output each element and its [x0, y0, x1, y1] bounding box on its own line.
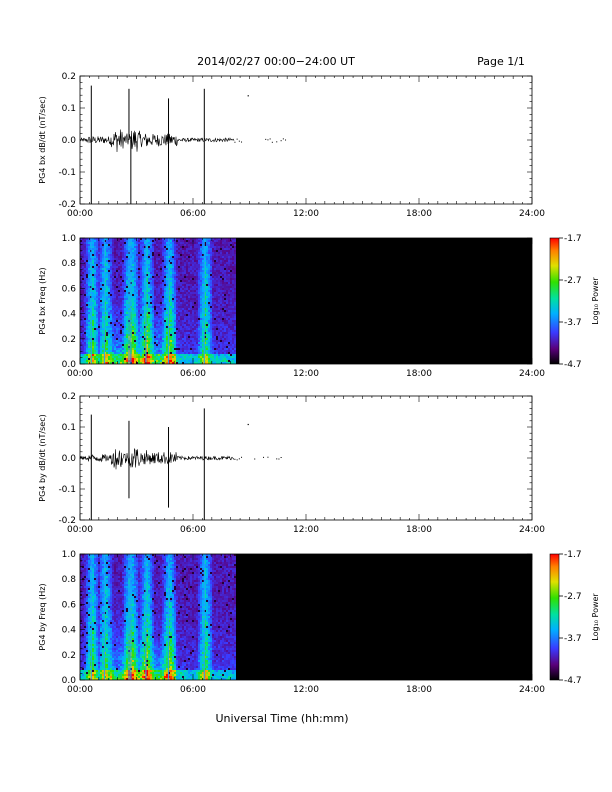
y-tick-label: 0.0 [62, 454, 77, 464]
y-tick-label: 0.1 [62, 104, 76, 114]
waveform-dot [241, 141, 243, 143]
x-tick-label: 18:00 [406, 209, 432, 219]
y-tick-label: 1.0 [62, 550, 77, 560]
y-tick-label: 0.0 [62, 676, 77, 686]
x-tick-label: 24:00 [519, 369, 545, 379]
waveform-dot [265, 138, 267, 140]
y-tick-label: -0.1 [58, 168, 76, 178]
waveform-dot [254, 458, 256, 460]
x-tick-label: 06:00 [180, 685, 206, 695]
waveform-dot [236, 138, 238, 140]
y-axis-title: PG4 bx Freq (Hz) [38, 267, 47, 334]
waveform-dot [276, 141, 278, 143]
colorbar [549, 553, 560, 681]
waveform-dot [236, 459, 238, 461]
x-tick-label: 00:00 [67, 685, 93, 695]
x-tick-label: 00:00 [67, 369, 93, 379]
y-tick-label: 0.8 [62, 575, 77, 585]
spike-9 [247, 95, 249, 97]
x-tick-label: 00:00 [67, 209, 93, 219]
x-axis-title: Universal Time (hh:mm) [216, 712, 349, 725]
waveform-dot [234, 141, 236, 143]
colorbar [549, 237, 560, 365]
waveform-dot [269, 138, 271, 140]
panels: 00:00 06:00 12:00 18:00 24:00 -0.2 -0.1 0.0 0.1 0… [38, 72, 600, 695]
x-tick-label: 24:00 [519, 209, 545, 219]
waveform-dot [263, 456, 265, 458]
waveform-dot [280, 140, 282, 142]
y-tick-label: 0.0 [62, 360, 77, 370]
x-tick-label: 18:00 [406, 685, 432, 695]
y-tick-label: 1.0 [62, 234, 77, 244]
y-tick-label: 0.2 [62, 392, 76, 402]
x-tick-label: 12:00 [293, 685, 319, 695]
y-tick-label: -0.2 [58, 516, 76, 526]
waveform-line [79, 129, 235, 153]
x-tick-label: 18:00 [406, 369, 432, 379]
y-tick-label: 0.6 [62, 600, 77, 610]
page-title: 2014/02/27 00:00−24:00 UT [197, 55, 355, 68]
colorbar-tick-label: -1.7 [564, 234, 582, 244]
panel-3: 00:00 06:00 12:00 18:00 24:00 -0.2 -0.1 0.0 0.1 0… [38, 392, 545, 535]
panel-1: 00:00 06:00 12:00 18:00 24:00 -0.2 -0.1 0.0 0.1 0… [38, 72, 545, 219]
y-tick-label: 0.0 [62, 136, 77, 146]
y-tick-label: 0.4 [62, 626, 77, 636]
y-tick-label: 0.2 [62, 651, 76, 661]
y-tick-label: 0.8 [62, 259, 77, 269]
waveform-line [79, 448, 235, 470]
waveform-dot [271, 141, 273, 143]
y-tick-label: 0.2 [62, 335, 76, 345]
x-tick-label: 18:00 [406, 525, 432, 535]
colorbar-label: Log₁₀ Power [591, 593, 600, 641]
colorbar-tick-label: -4.7 [564, 360, 582, 370]
colorbar-tick-label: -1.7 [564, 550, 582, 560]
y-axis-title: PG4 by Freq (Hz) [38, 583, 47, 650]
colorbar-tick-label: -3.7 [564, 318, 582, 328]
y-tick-label: 0.1 [62, 423, 76, 433]
heatmap-cells [80, 238, 236, 364]
y-tick-label: -0.1 [58, 485, 76, 495]
colorbar-tick-label: -3.7 [564, 634, 582, 644]
x-tick-label: 24:00 [519, 685, 545, 695]
y-axis-title: PG4 by dB/dt (nT/sec) [38, 414, 47, 501]
colorbar-tick-label: -2.7 [564, 592, 582, 602]
x-tick-label: 00:00 [67, 525, 93, 535]
colorbar-tick-label: -2.7 [564, 276, 582, 286]
waveform-dot [267, 456, 269, 458]
x-tick-label: 06:00 [180, 209, 206, 219]
x-tick-label: 12:00 [293, 369, 319, 379]
waveform-dot [238, 458, 240, 460]
waveform-dot [280, 457, 282, 459]
y-axis-title: PG4 bx dB/dt (nT/sec) [38, 96, 47, 183]
x-tick-label: 12:00 [293, 209, 319, 219]
waveform-dot [282, 138, 284, 140]
waveform-dot [278, 458, 280, 460]
y-tick-label: -0.2 [58, 200, 76, 210]
y-tick-label: 0.2 [62, 72, 76, 82]
waveform-dot [267, 139, 269, 141]
page-number: Page 1/1 [477, 55, 525, 68]
waveform-dot [285, 139, 287, 141]
x-tick-label: 06:00 [180, 525, 206, 535]
x-tick-label: 12:00 [293, 525, 319, 535]
x-tick-label: 24:00 [519, 525, 545, 535]
panel-4: -1.7 -2.7 -3.7 -4.7 Log₁₀ Power 00:00 06:00 12:… [38, 550, 600, 695]
panel-2: -1.7 -2.7 -3.7 -4.7 Log₁₀ Power 00:00 06:00 12:… [38, 234, 600, 379]
waveform-dot [241, 456, 243, 458]
waveform-dot [276, 458, 278, 460]
y-tick-label: 0.4 [62, 310, 77, 320]
colorbar-tick-label: -4.7 [564, 676, 582, 686]
waveform-dot [238, 140, 240, 142]
colorbar-label: Log₁₀ Power [591, 277, 600, 325]
spike-9 [247, 423, 249, 426]
y-tick-label: 0.6 [62, 284, 77, 294]
x-tick-label: 06:00 [180, 369, 206, 379]
heatmap-cells [80, 554, 236, 680]
waveform-dot [234, 458, 236, 460]
